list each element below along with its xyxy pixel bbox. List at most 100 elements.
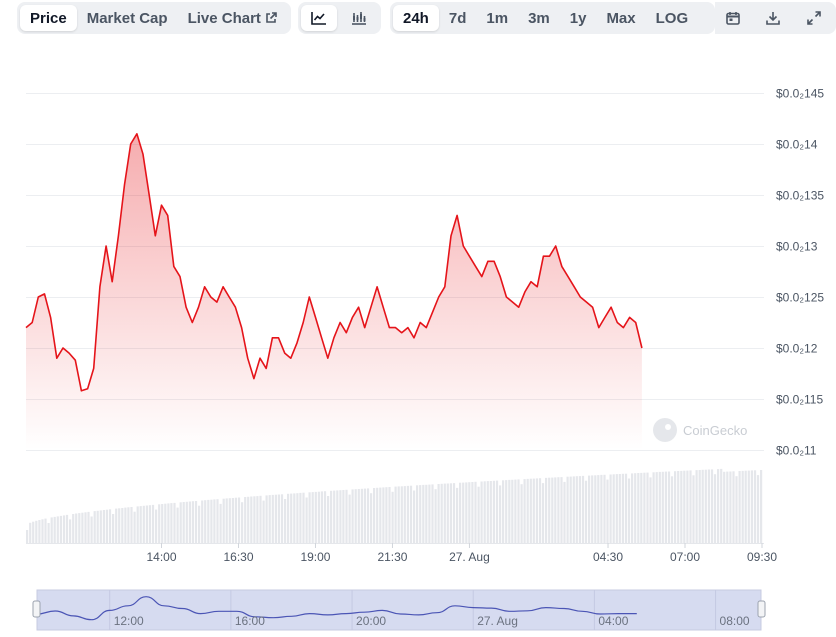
volume-bar (158, 504, 161, 543)
volume-bar (655, 472, 658, 543)
range-24h[interactable]: 24h (393, 5, 439, 31)
volume-bar (499, 485, 502, 543)
volume-bar (508, 479, 511, 543)
volume-bar (182, 502, 185, 543)
volume-bar (474, 481, 477, 543)
volume-bar (363, 488, 366, 543)
navigator-handle-right[interactable] (757, 600, 766, 618)
range-log[interactable]: LOG (655, 9, 689, 27)
volume-bar (287, 493, 290, 543)
volume-bar (738, 471, 741, 543)
volume-bar (93, 511, 96, 543)
volume-bar (505, 480, 508, 543)
volume-bar (492, 480, 495, 543)
volume-bar (701, 469, 704, 543)
volume-bar (32, 521, 35, 543)
volume-bar (118, 508, 121, 543)
volume-bar (526, 478, 529, 543)
x-tick-label: 16:30 (223, 550, 253, 564)
volume-bar (164, 503, 167, 543)
volume-bar (578, 476, 581, 543)
volume-bar (222, 498, 225, 543)
volume-bar (308, 492, 311, 543)
volume-bar (591, 475, 594, 543)
volume-bar (198, 505, 201, 543)
volume-bar (480, 481, 483, 543)
volume-bar (683, 470, 686, 543)
volume-bar (247, 496, 250, 543)
navigator-label: 08:00 (720, 614, 750, 628)
volume-bar (385, 487, 388, 543)
x-tick-label: 14:00 (146, 550, 176, 564)
volume-bar (514, 479, 517, 543)
volume-bar (597, 475, 600, 543)
volume-bar (538, 478, 542, 543)
range-max[interactable]: Max (606, 9, 636, 27)
candlestick-chart-button[interactable] (341, 5, 377, 31)
volume-bar (486, 481, 489, 543)
volume-bar (382, 487, 385, 543)
volume-bar (661, 471, 664, 543)
volume-bar (735, 476, 738, 543)
volume-bar (449, 483, 452, 543)
volume-bar (437, 484, 440, 543)
volume-bar (649, 477, 652, 543)
y-axis-labels: $0.0₂145 $0.0₂14 $0.0₂135 $0.0₂13 $0.0₂125 $0… (776, 87, 824, 458)
y-tick-label: $0.0₂115 (776, 393, 823, 407)
range-1y[interactable]: 1y (569, 9, 587, 27)
volume-bar (102, 510, 105, 543)
volume-bar (124, 507, 127, 543)
external-link-icon (266, 12, 277, 23)
volume-bar (219, 503, 222, 543)
volume-bar (373, 488, 376, 543)
volume-bar (710, 469, 714, 543)
volume-bar (618, 474, 621, 543)
download-button[interactable] (757, 2, 789, 34)
volume-bar (554, 477, 557, 543)
navigator-handle-left[interactable] (32, 600, 41, 618)
navigator-label: 04:00 (598, 614, 628, 628)
tools-group (715, 2, 836, 34)
volume-bar (446, 483, 449, 543)
tab-price[interactable]: Price (20, 5, 77, 31)
volume-bar (692, 475, 695, 543)
volume-bar (658, 471, 661, 543)
volume-bar (250, 496, 253, 543)
volume-bar (686, 470, 689, 543)
volume-bar (207, 499, 210, 543)
volume-bar (26, 530, 29, 543)
volume-bar (72, 514, 75, 543)
expand-icon (807, 11, 821, 25)
x-tick-label: 27. Aug (449, 550, 490, 564)
volume-bar (566, 476, 569, 543)
volume-bar (471, 482, 474, 543)
line-chart-button[interactable] (301, 5, 337, 31)
x-tick-label: 19:00 (300, 550, 330, 564)
range-1m[interactable]: 1m (486, 9, 509, 27)
range-3m[interactable]: 3m (528, 9, 550, 27)
volume-bar (495, 480, 499, 543)
volume-bar (87, 511, 90, 543)
expand-button[interactable] (798, 2, 830, 34)
y-tick-label: $0.0₂135 (776, 189, 824, 203)
y-tick-label: $0.0₂12 (776, 342, 818, 356)
volume-bar (489, 481, 492, 543)
volume-bar (483, 481, 486, 543)
volume-bar (302, 492, 305, 543)
tab-live-chart[interactable]: Live Chart (178, 5, 287, 31)
volume-bar (112, 514, 115, 543)
volume-bar (253, 496, 256, 543)
volume-bar (290, 493, 293, 543)
y-tick-label: $0.0₂14 (776, 138, 818, 152)
calendar-button[interactable] (717, 2, 749, 34)
volume-bar (56, 516, 59, 543)
navigator[interactable]: 12:00 16:00 20:00 27. Aug 04:00 08:00 (32, 589, 766, 631)
tab-market-cap[interactable]: Market Cap (86, 9, 168, 27)
x-tick-label: 04:30 (593, 550, 623, 564)
volume-bar (443, 483, 446, 543)
range-7d[interactable]: 7d (448, 9, 467, 27)
volume-bar (38, 520, 41, 543)
volume-bar (459, 482, 462, 543)
volume-bar (695, 470, 698, 543)
